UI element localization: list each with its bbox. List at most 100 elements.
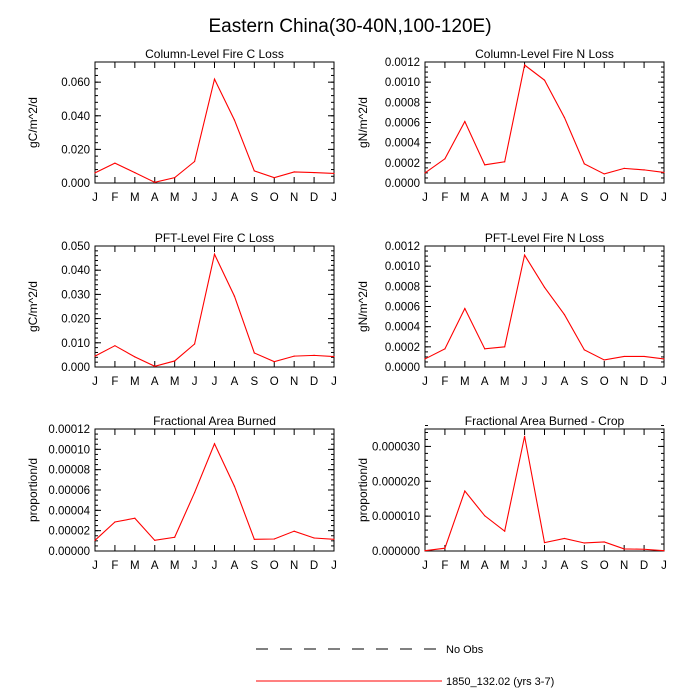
data-point — [293, 171, 295, 173]
x-tick-label: S — [580, 560, 588, 572]
y-tick-label: 0.040 — [61, 111, 90, 123]
y-tick-label: 0.00010 — [48, 444, 90, 456]
data-point — [464, 307, 466, 310]
data-point — [543, 286, 546, 288]
x-tick-label: A — [231, 560, 239, 572]
y-tick-label: 0.030 — [61, 289, 90, 301]
y-tick-label: 0.0012 — [385, 57, 420, 69]
y-tick-label: 0.0012 — [385, 241, 420, 253]
data-point — [583, 349, 585, 351]
x-tick-label: F — [111, 376, 118, 388]
panel-title: Column-Level Fire N Loss — [475, 47, 614, 61]
series-line — [424, 64, 665, 175]
x-tick-label: J — [331, 560, 337, 572]
data-point — [253, 538, 255, 540]
x-tick-label: A — [231, 376, 239, 388]
x-tick-label: D — [640, 376, 648, 388]
x-tick-label: J — [661, 192, 667, 204]
x-tick-label: D — [310, 560, 318, 572]
x-tick-label: A — [151, 192, 159, 204]
data-point — [663, 550, 665, 552]
data-point — [154, 181, 156, 183]
y-tick-label: 0.050 — [61, 241, 90, 253]
y-tick-label: 0.0010 — [385, 261, 420, 273]
data-point — [563, 537, 566, 540]
data-point — [643, 548, 645, 550]
x-tick-label: J — [331, 376, 337, 388]
legend: No Obs 1850_132.02 (yrs 3-7) — [256, 644, 554, 688]
data-point — [333, 538, 335, 540]
data-point — [313, 537, 315, 539]
data-point — [94, 172, 96, 174]
x-tick-label: J — [92, 560, 98, 572]
data-point — [154, 365, 156, 367]
x-tick-label: J — [522, 560, 528, 572]
x-tick-label: M — [170, 560, 180, 572]
legend-label-model: 1850_132.02 (yrs 3-7) — [446, 676, 554, 688]
data-point — [603, 541, 605, 543]
data-point — [273, 177, 275, 179]
y-tick-label: 0.020 — [61, 144, 90, 156]
x-tick-label: A — [481, 560, 489, 572]
data-point — [643, 169, 645, 171]
x-tick-label: J — [542, 192, 548, 204]
x-tick-label: O — [600, 376, 609, 388]
y-tick-label: 0.000030 — [372, 441, 420, 453]
x-tick-label: D — [310, 376, 318, 388]
x-tick-label: F — [441, 192, 448, 204]
y-tick-label: 0.00006 — [48, 485, 90, 497]
x-tick-label: D — [640, 192, 648, 204]
y-tick-label: 0.0010 — [385, 77, 420, 89]
y-tick-label: 0.0006 — [385, 302, 420, 314]
data-point — [154, 539, 156, 541]
y-tick-label: 0.010 — [61, 338, 90, 350]
y-tick-label: 0.00000 — [48, 546, 90, 558]
x-tick-label: N — [290, 192, 298, 204]
data-point — [504, 346, 506, 348]
data-point — [484, 348, 486, 350]
x-tick-label: J — [661, 560, 667, 572]
y-axis-label: proportion/d — [26, 458, 40, 522]
y-tick-label: 0.0000 — [385, 362, 420, 374]
data-point — [464, 490, 466, 492]
x-tick-label: N — [620, 376, 628, 388]
x-tick-label: S — [580, 192, 588, 204]
data-point — [273, 361, 275, 363]
x-tick-label: N — [620, 192, 628, 204]
data-point — [484, 164, 486, 166]
data-point — [623, 548, 625, 550]
chart-panel-6: Fractional Area Burned - Crop proportion/… — [356, 414, 667, 572]
x-tick-label: N — [290, 376, 298, 388]
data-point — [333, 172, 335, 175]
x-tick-label: J — [661, 376, 667, 388]
x-tick-label: M — [500, 560, 510, 572]
x-tick-label: J — [192, 376, 198, 388]
y-axis-label: gN/m^2/d — [356, 281, 370, 332]
data-point — [603, 173, 605, 175]
x-tick-label: J — [422, 192, 428, 204]
data-point — [563, 116, 566, 119]
y-axis-label: gN/m^2/d — [356, 97, 370, 148]
x-tick-label: A — [561, 560, 569, 572]
data-point — [134, 171, 136, 174]
y-tick-label: 0.0004 — [385, 138, 421, 150]
data-point — [114, 521, 116, 523]
data-point — [424, 550, 426, 552]
x-tick-label: J — [422, 376, 428, 388]
y-tick-label: 0.020 — [61, 314, 90, 326]
data-point — [663, 171, 665, 174]
data-point — [583, 163, 585, 165]
data-point — [213, 253, 216, 255]
x-tick-label: J — [212, 192, 218, 204]
x-tick-label: F — [441, 560, 448, 572]
y-axis-label: gC/m^2/d — [26, 97, 40, 148]
data-point — [444, 348, 446, 350]
data-point — [293, 530, 295, 532]
data-point — [273, 538, 275, 540]
data-point — [193, 160, 196, 163]
x-tick-label: M — [170, 192, 180, 204]
x-tick-label: O — [600, 192, 609, 204]
figure-title: Eastern China(30-40N,100-120E) — [208, 16, 491, 37]
